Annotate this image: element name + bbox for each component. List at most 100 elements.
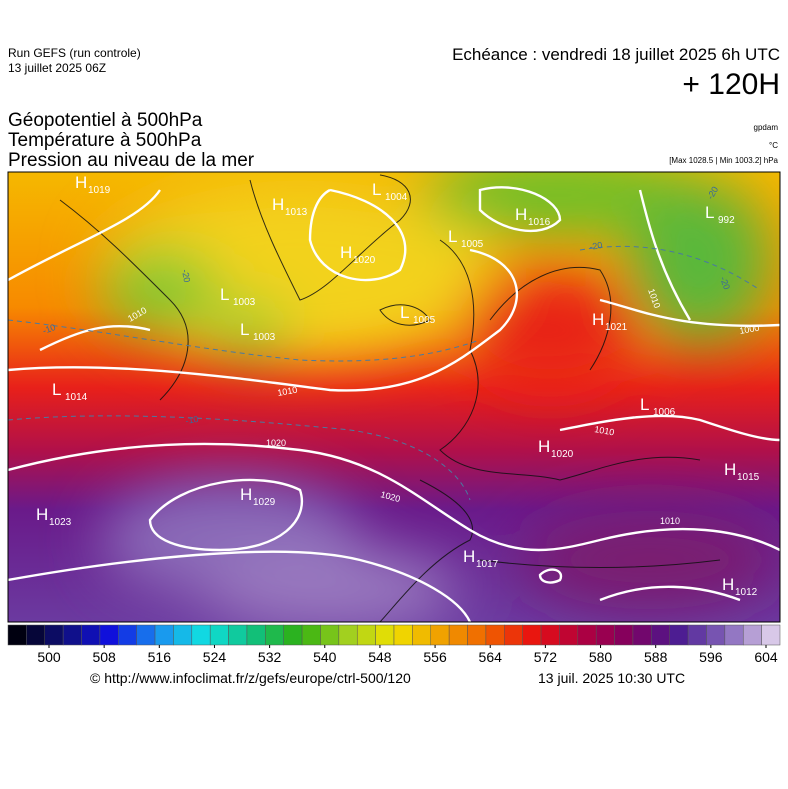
colorbar-swatch [430, 624, 450, 646]
pressure-center: H 1029 [240, 485, 276, 508]
colorbar-swatch [191, 624, 211, 646]
center-type: H [538, 437, 550, 456]
isobar-label: 1000 [739, 323, 760, 336]
colorbar-swatch [761, 624, 781, 646]
field-shading [8, 172, 780, 622]
colorbar-swatch [522, 624, 542, 646]
run: Run GEFS (run controle) [8, 46, 141, 60]
center-value: 1014 [65, 392, 88, 403]
colorbar-swatch [118, 624, 137, 646]
center-value: 1015 [737, 472, 760, 483]
generated: 13 juil. 2025 10:30 UTC [538, 670, 686, 686]
run-date: 13 juillet 2025 06Z [8, 61, 107, 75]
colorbar-swatch [467, 624, 487, 646]
colorbar-swatch [338, 624, 358, 646]
field: Géopotentiel à 500hPa [8, 110, 203, 131]
isobar-label: 1010 [660, 516, 680, 526]
center-type: H [515, 205, 527, 224]
center-type: L [220, 285, 229, 304]
colorbar-swatch [154, 624, 174, 646]
center-value: 1006 [653, 407, 676, 418]
colorbar-tick-label: 580 [589, 649, 613, 665]
colorbar-tick-label: 540 [313, 649, 337, 665]
center-value: 1013 [285, 207, 308, 218]
colorbar-swatch [706, 624, 726, 646]
echeance: Echéance : vendredi 18 juillet 2025 6h U… [452, 45, 780, 64]
colorbar-swatch [136, 624, 156, 646]
colorbar-tick-label: 548 [368, 649, 392, 665]
center-type: L [705, 203, 714, 222]
colorbar-tick-label: 572 [534, 649, 558, 665]
colorbar-swatch [724, 624, 744, 646]
center-value: 1004 [385, 192, 408, 203]
temperature-label: -20 [589, 240, 604, 252]
isobar-label: 1020 [266, 438, 286, 448]
colorbar-swatch [559, 624, 579, 646]
center-type: L [240, 320, 249, 339]
colorbar-swatch [614, 624, 634, 646]
pressure-center: L 1014 [52, 380, 88, 403]
colorbar-swatch [173, 624, 193, 646]
center-type: H [722, 575, 734, 594]
colorbar-swatch [595, 624, 615, 646]
center-value: 1005 [413, 315, 436, 326]
pressure-center: H 1020 [538, 437, 574, 460]
map-frame [7, 171, 781, 623]
colorbar-swatch [485, 624, 505, 646]
colorbar-swatch [448, 624, 468, 646]
center-type: L [640, 395, 649, 414]
temperature-label: -10 [41, 322, 57, 336]
colorbar-swatch [687, 624, 707, 646]
center-type: H [463, 547, 475, 566]
center-type: L [448, 227, 457, 246]
unit: gpdam [753, 123, 778, 132]
center-type: H [340, 243, 352, 262]
pressure-center: L 1005 [448, 227, 484, 250]
pressure-center: H 1015 [724, 460, 760, 483]
pressure-center: H 1023 [36, 505, 72, 528]
temperature-label: -10 [185, 414, 200, 426]
colorbar-swatch [540, 624, 560, 646]
center-value: 1017 [476, 559, 499, 570]
colorbar-swatch [632, 624, 652, 646]
colorbar-swatch [356, 624, 376, 646]
colorbar-swatch [651, 624, 670, 646]
colorbar-swatch [7, 624, 27, 646]
colorbar-tick-label: 604 [754, 649, 778, 665]
center-type: L [400, 303, 409, 322]
isobar-label: 1010 [277, 385, 298, 398]
colorbar-tick-label: 500 [37, 649, 61, 665]
center-value: 1012 [735, 587, 758, 598]
field: Température à 500hPa [8, 130, 202, 151]
pressure-center: L 1003 [240, 320, 276, 343]
colorbar-swatch [577, 624, 597, 646]
center-value: 1005 [461, 239, 484, 250]
colorbar-swatch [742, 624, 762, 646]
pressure-center: L 1004 [372, 180, 408, 203]
colorbar-tick-label: 556 [423, 649, 447, 665]
colorbar-swatch [62, 624, 82, 646]
center-value: 1021 [605, 322, 628, 333]
temperature-label: -20 [180, 269, 192, 284]
center-type: H [36, 505, 48, 524]
center-value: 1019 [88, 185, 111, 196]
center-value: 992 [718, 215, 735, 226]
lead-time: + 120H [682, 68, 780, 101]
center-type: L [52, 380, 61, 399]
pressure-center: H 1021 [592, 310, 628, 333]
center-value: 1023 [49, 517, 72, 528]
colorbar-tick-label: 516 [148, 649, 172, 665]
pressure-center: H 1020 [340, 243, 376, 266]
colorbar-tick-label: 508 [92, 649, 116, 665]
pressure-center: H 1016 [515, 205, 551, 228]
center-type: H [592, 310, 604, 329]
center-value: 1003 [233, 297, 256, 308]
center-value: 1016 [528, 217, 551, 228]
pressure-center: L 1006 [640, 395, 676, 418]
colorbar-swatch [26, 624, 46, 646]
colorbar-swatch [265, 624, 284, 646]
isobar-label: 1010 [594, 424, 615, 437]
colorbar-swatch [393, 624, 413, 646]
unit: °C [769, 141, 778, 150]
